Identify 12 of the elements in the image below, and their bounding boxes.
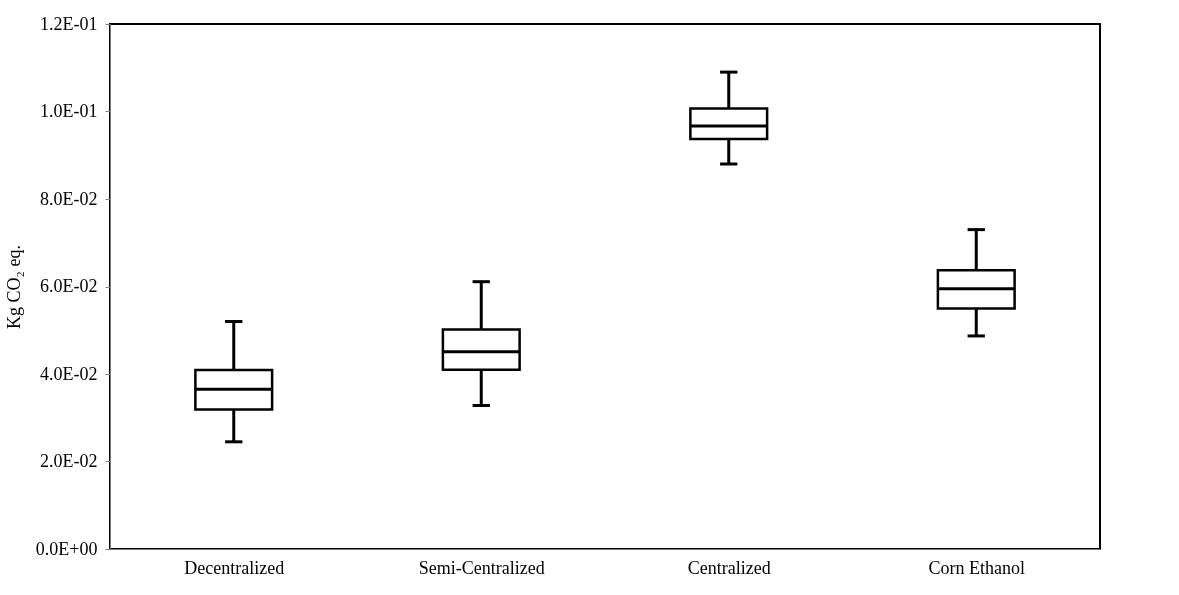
x-tick-label: Centralized [687,557,771,578]
y-tick-label: 6.0E-02 [40,276,98,296]
y-axis-title: Kg CO₂ eq. [3,245,24,329]
y-tick-label: 2.0E-02 [40,451,98,471]
x-tick-label: Semi-Centralized [418,557,545,578]
x-tick-label: Decentralized [184,557,285,578]
y-tick-label: 1.0E-01 [40,101,98,121]
x-tick-label: Corn Ethanol [928,557,1025,578]
y-tick-label: 1.2E-01 [40,13,98,34]
y-tick-label: 0.0E+00 [35,538,98,559]
y-tick-label: 8.0E-02 [40,188,98,209]
y-tick-label: 4.0E-02 [40,363,98,384]
